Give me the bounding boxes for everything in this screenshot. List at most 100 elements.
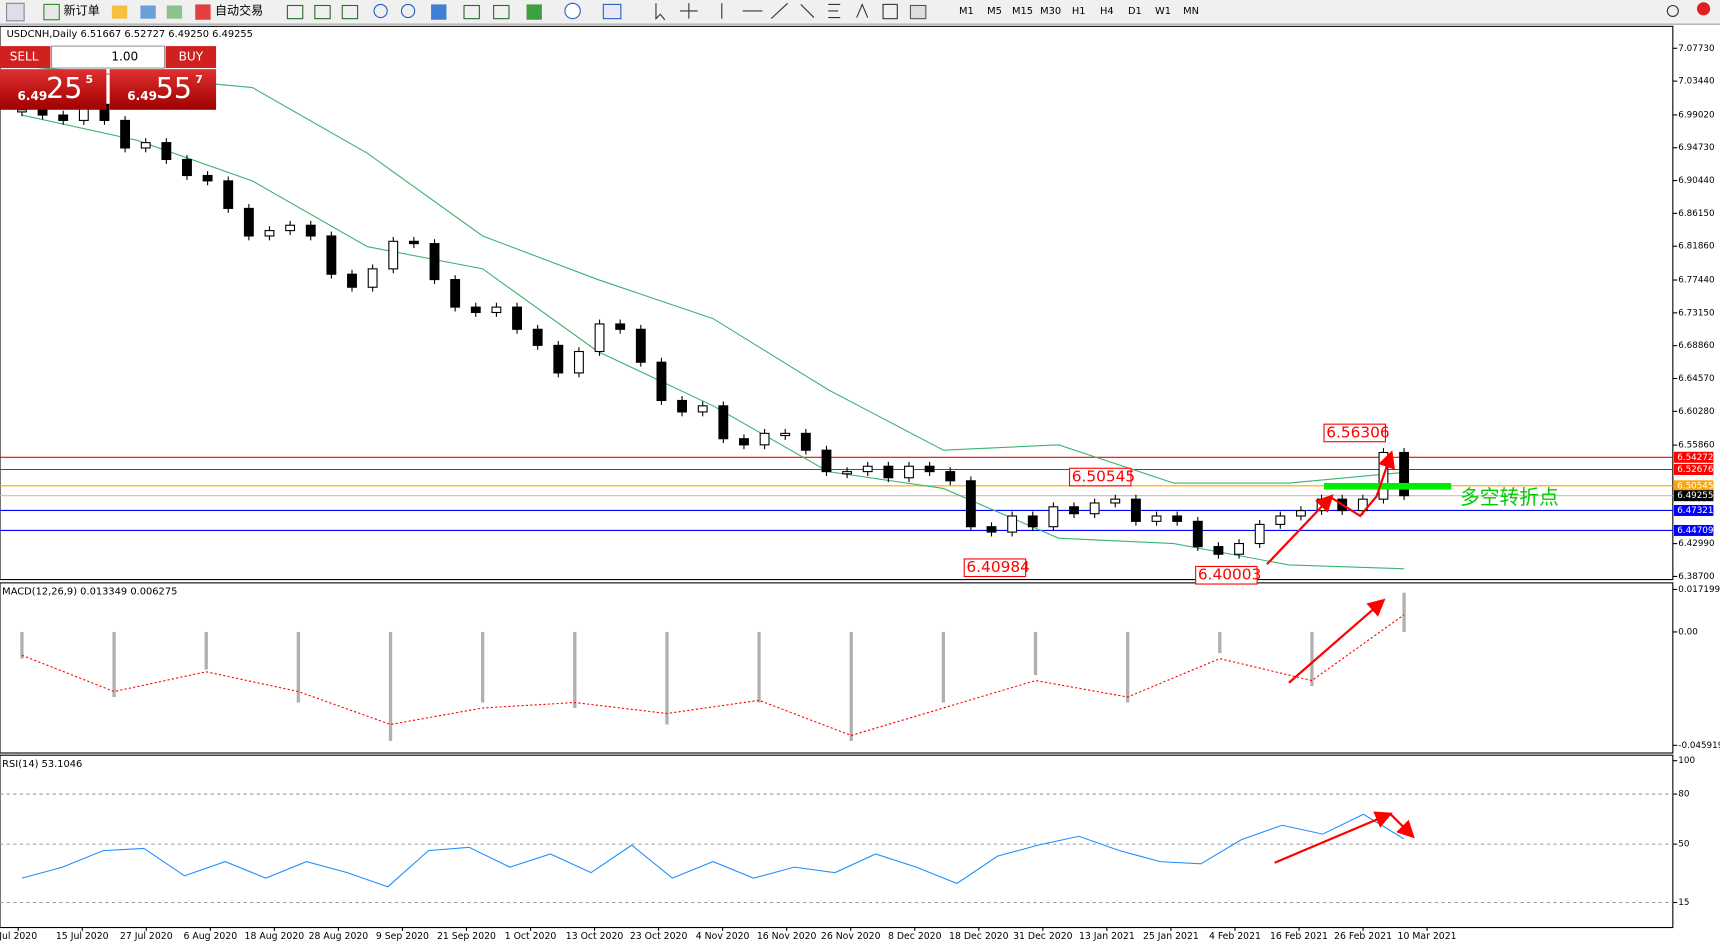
y-tick-label: 100 [1678,756,1695,766]
arrow [1288,598,1386,684]
macd-bar [849,631,853,741]
sell-label[interactable]: SELL [10,50,39,64]
y-tick-label: 6.64570 [1678,374,1714,384]
macd-bar [1218,631,1222,654]
annotation-box [1323,423,1386,443]
candle [37,109,48,116]
icon[interactable] [882,3,898,20]
level-label: 6.52676 [1677,465,1714,475]
icon[interactable] [602,3,622,20]
candle [1254,523,1265,545]
icon[interactable] [314,4,331,20]
candle [512,306,522,330]
icon[interactable] [655,3,666,21]
icon[interactable] [680,3,698,19]
icon[interactable] [400,3,416,19]
level-label-bg [1673,451,1714,463]
x-tick-label: 28 Aug 2020 [309,931,369,942]
timeframe-button[interactable]: M1 [959,6,974,17]
icon[interactable] [431,4,447,20]
candle [408,240,419,245]
icon[interactable] [166,5,183,19]
icon[interactable] [856,2,869,18]
timeframe-button[interactable]: H1 [1072,6,1086,17]
buy-button[interactable] [165,46,217,69]
icon[interactable] [43,3,60,21]
timeframe-button[interactable]: D1 [1128,6,1142,17]
y-tick-label: 6.60280 [1678,407,1714,417]
plot-layer: 7.07730 7.03440 6.99020 6.94730 6.90440 6.861… [0,44,1720,942]
candle [800,432,811,451]
x-tick-label: 31 Dec 2020 [1013,931,1073,942]
lot-value[interactable]: 1.00 [111,50,138,64]
toolbar-button[interactable]: 自动交易 [215,2,263,17]
buy-price-box[interactable] [109,69,217,110]
timeframe-button[interactable]: M5 [987,6,1002,17]
icon[interactable] [493,4,510,20]
icon[interactable] [828,3,841,19]
candle [17,109,27,113]
lot-input[interactable] [51,45,166,69]
macd-bar [388,631,393,741]
candle [1048,506,1059,528]
icon[interactable] [909,4,927,20]
buy-label[interactable]: BUY [179,50,204,64]
x-tick-label: 13 Oct 2020 [566,931,624,942]
icon[interactable] [526,4,542,20]
timeframe-button[interactable]: H4 [1100,6,1114,17]
icon[interactable] [195,4,211,20]
level-label-bg [1673,464,1714,475]
candle [140,142,151,149]
icon[interactable] [463,4,480,20]
trade-panel: SELL 1.00 BUY 6.49 25 5 6.49 55 7 [0,45,217,110]
icon[interactable] [140,5,156,19]
candle [862,465,873,473]
candle [821,449,832,473]
icon[interactable] [373,3,388,19]
macd-bar [112,631,116,698]
candle [1027,515,1038,528]
chart-title: USDCNH,Daily 6.51667 6.52727 6.49250 6.4… [7,29,253,40]
candle [182,158,192,177]
icon[interactable] [111,5,128,19]
toolbar-button[interactable]: 新订单 [64,2,100,17]
candle [243,207,254,237]
sell-price-box[interactable] [0,69,107,110]
y-tick-label: 7.03440 [1678,77,1714,87]
candle [1172,515,1183,522]
x-tick-label: 1 Oct 2020 [505,931,557,942]
icon[interactable] [341,4,359,20]
icon[interactable] [6,2,25,22]
timeframe-button[interactable]: M15 [1012,6,1033,17]
candle [986,526,997,533]
candle [945,471,956,482]
candle [1151,515,1162,522]
y-tick-label: 50 [1678,840,1689,850]
annotation-box [1068,467,1132,487]
search-icon[interactable] [1666,4,1679,18]
timeframe-button[interactable]: MN [1183,6,1199,17]
candle [718,405,729,440]
candle [223,180,234,209]
timeframe-button[interactable]: M30 [1040,6,1061,17]
timeframe-button[interactable]: W1 [1155,6,1171,17]
notification-badge[interactable] [1696,2,1711,16]
icon[interactable] [800,4,815,18]
x-tick-label: 26 Nov 2020 [821,931,881,942]
icon[interactable] [770,2,788,20]
icon[interactable] [286,4,304,20]
candle [388,240,399,270]
candle [347,273,357,288]
macd-bar [296,631,301,703]
lower-band [21,114,1405,570]
candle [904,465,914,479]
candle [1296,510,1306,517]
candle [635,328,646,363]
toolbar [0,0,1720,25]
x-tick-label: 18 Dec 2020 [949,931,1009,942]
candle [450,279,461,308]
candle [1069,506,1079,515]
icon[interactable] [564,2,581,20]
x-tick-label: 10 Mar 2021 [1398,931,1457,942]
sell-button[interactable] [0,46,51,69]
